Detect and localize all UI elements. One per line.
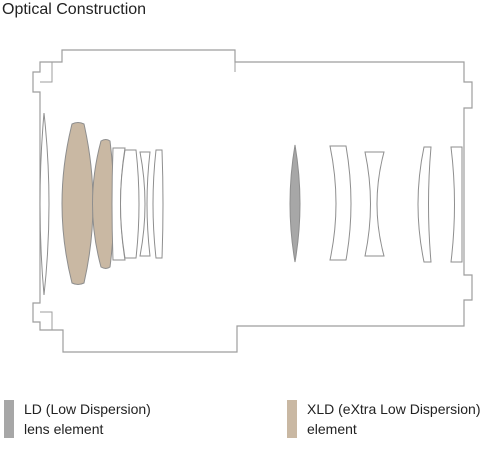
lens-element-8-ld bbox=[289, 144, 301, 263]
legend-ld-swatch bbox=[4, 400, 14, 438]
legend-ld-label: LD (Low Dispersion) bbox=[24, 401, 151, 417]
lens-element-11 bbox=[417, 146, 432, 263]
barrel-outline bbox=[32, 49, 473, 353]
legend-xld-sublabel: element bbox=[307, 421, 357, 437]
diagram-title: Optical Construction bbox=[2, 1, 147, 18]
lens-element-10 bbox=[364, 151, 385, 257]
legend-ld-sublabel: lens element bbox=[24, 421, 104, 437]
legend-xld-swatch bbox=[287, 400, 297, 438]
lens-element-5 bbox=[120, 149, 140, 259]
barrel-detail-front-top bbox=[40, 62, 53, 83]
lens-element-9 bbox=[329, 145, 352, 261]
lens-element-2-xld bbox=[61, 122, 94, 285]
barrel-detail-front-bottom bbox=[40, 311, 53, 330]
lens-element-7 bbox=[152, 149, 164, 259]
lens-element-6 bbox=[139, 151, 151, 257]
legend-xld-label: XLD (eXtra Low Dispersion) bbox=[307, 401, 481, 417]
lens-element-12 bbox=[450, 146, 463, 263]
lens-element-3-xld bbox=[92, 139, 115, 269]
lens-element-1 bbox=[39, 112, 50, 296]
